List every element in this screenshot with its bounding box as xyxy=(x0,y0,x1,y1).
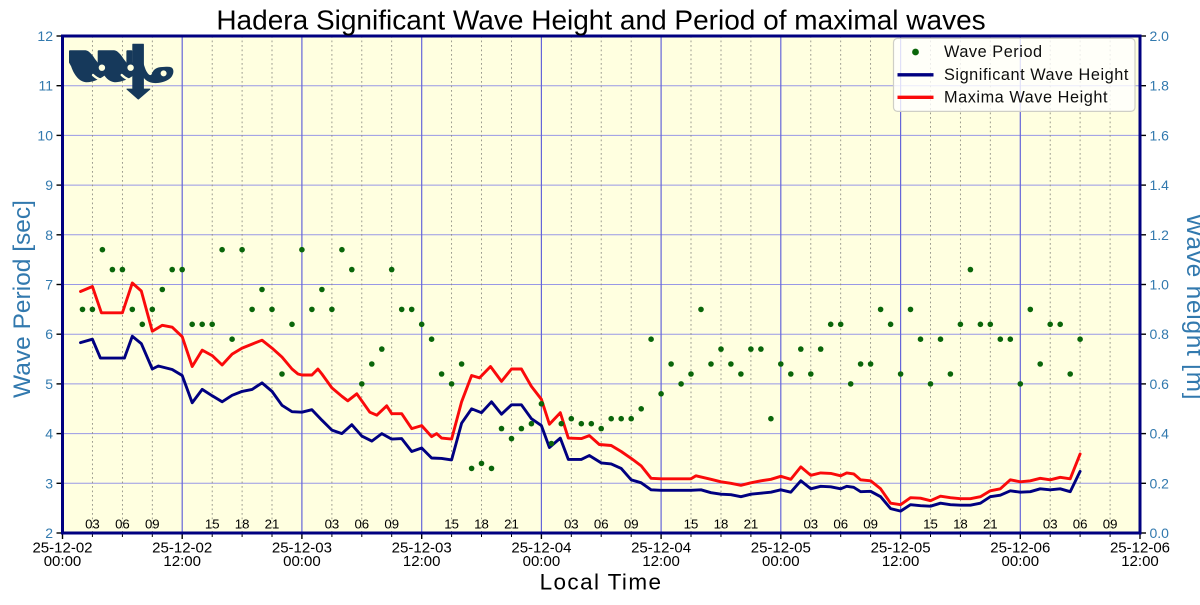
svg-text:25-12-02: 25-12-02 xyxy=(152,540,212,557)
svg-text:18: 18 xyxy=(474,517,489,532)
svg-text:15: 15 xyxy=(684,517,699,532)
svg-text:9: 9 xyxy=(45,177,53,193)
svg-text:06: 06 xyxy=(1073,517,1088,532)
svg-text:00:00: 00:00 xyxy=(762,553,800,570)
svg-text:09: 09 xyxy=(624,517,639,532)
svg-text:0.0: 0.0 xyxy=(1150,525,1170,541)
svg-text:21: 21 xyxy=(265,517,280,532)
svg-text:12:00: 12:00 xyxy=(163,553,201,570)
svg-text:00:00: 00:00 xyxy=(1002,553,1040,570)
svg-text:1.8: 1.8 xyxy=(1150,78,1170,94)
svg-text:18: 18 xyxy=(714,517,729,532)
svg-text:12:00: 12:00 xyxy=(1121,553,1159,570)
svg-text:Wave height [m]: Wave height [m] xyxy=(1181,214,1200,401)
svg-text:09: 09 xyxy=(1103,517,1118,532)
svg-text:Wave Period [sec]: Wave Period [sec] xyxy=(9,200,36,398)
svg-text:Hadera Significant Wave Height: Hadera Significant Wave Height and Perio… xyxy=(216,4,985,35)
svg-text:1.6: 1.6 xyxy=(1150,127,1170,143)
svg-text:25-12-02: 25-12-02 xyxy=(32,540,92,557)
svg-text:3: 3 xyxy=(45,475,53,491)
svg-text:18: 18 xyxy=(953,517,968,532)
svg-text:10: 10 xyxy=(37,127,53,143)
svg-text:2: 2 xyxy=(45,525,53,541)
svg-text:25-12-06: 25-12-06 xyxy=(990,540,1050,557)
svg-text:03: 03 xyxy=(85,517,100,532)
svg-text:21: 21 xyxy=(504,517,519,532)
svg-text:Local Time: Local Time xyxy=(540,570,663,595)
svg-text:09: 09 xyxy=(384,517,399,532)
svg-text:25-12-03: 25-12-03 xyxy=(272,540,332,557)
svg-text:1.0: 1.0 xyxy=(1150,277,1170,293)
svg-text:03: 03 xyxy=(1043,517,1058,532)
svg-text:09: 09 xyxy=(863,517,878,532)
svg-text:Maxima Wave Height: Maxima Wave Height xyxy=(944,88,1108,106)
svg-text:Significant Wave Height: Significant Wave Height xyxy=(944,66,1129,84)
svg-text:0.4: 0.4 xyxy=(1150,426,1170,442)
svg-text:21: 21 xyxy=(983,517,998,532)
svg-text:00:00: 00:00 xyxy=(283,553,321,570)
svg-text:12:00: 12:00 xyxy=(642,553,680,570)
svg-text:7: 7 xyxy=(45,277,53,293)
svg-text:25-12-06: 25-12-06 xyxy=(1110,540,1170,557)
svg-text:15: 15 xyxy=(923,517,938,532)
svg-text:06: 06 xyxy=(594,517,609,532)
svg-text:15: 15 xyxy=(205,517,220,532)
svg-text:0.6: 0.6 xyxy=(1150,376,1170,392)
svg-text:0.2: 0.2 xyxy=(1150,475,1170,491)
svg-text:25-12-05: 25-12-05 xyxy=(751,540,811,557)
svg-text:25-12-04: 25-12-04 xyxy=(631,540,691,557)
svg-text:12: 12 xyxy=(37,28,53,44)
svg-text:1.2: 1.2 xyxy=(1150,227,1170,243)
svg-text:18: 18 xyxy=(235,517,250,532)
svg-text:06: 06 xyxy=(354,517,369,532)
svg-text:2.0: 2.0 xyxy=(1150,28,1170,44)
svg-text:25-12-04: 25-12-04 xyxy=(511,540,571,557)
svg-text:15: 15 xyxy=(444,517,459,532)
svg-text:03: 03 xyxy=(325,517,340,532)
svg-text:4: 4 xyxy=(45,426,53,442)
svg-text:1.4: 1.4 xyxy=(1150,177,1170,193)
svg-text:25-12-05: 25-12-05 xyxy=(871,540,931,557)
svg-text:06: 06 xyxy=(833,517,848,532)
svg-text:25-12-03: 25-12-03 xyxy=(392,540,452,557)
svg-text:00:00: 00:00 xyxy=(523,553,561,570)
svg-text:06: 06 xyxy=(115,517,130,532)
svg-text:0.8: 0.8 xyxy=(1150,326,1170,342)
svg-text:11: 11 xyxy=(38,78,53,94)
svg-text:00:00: 00:00 xyxy=(44,553,82,570)
svg-text:12:00: 12:00 xyxy=(403,553,441,570)
svg-text:09: 09 xyxy=(145,517,160,532)
svg-text:6: 6 xyxy=(45,326,53,342)
svg-text:21: 21 xyxy=(744,517,759,532)
svg-text:12:00: 12:00 xyxy=(882,553,920,570)
svg-text:5: 5 xyxy=(45,376,53,392)
svg-text:03: 03 xyxy=(564,517,579,532)
svg-text:Wave Period: Wave Period xyxy=(944,43,1043,61)
svg-text:03: 03 xyxy=(803,517,818,532)
svg-text:8: 8 xyxy=(45,227,53,243)
